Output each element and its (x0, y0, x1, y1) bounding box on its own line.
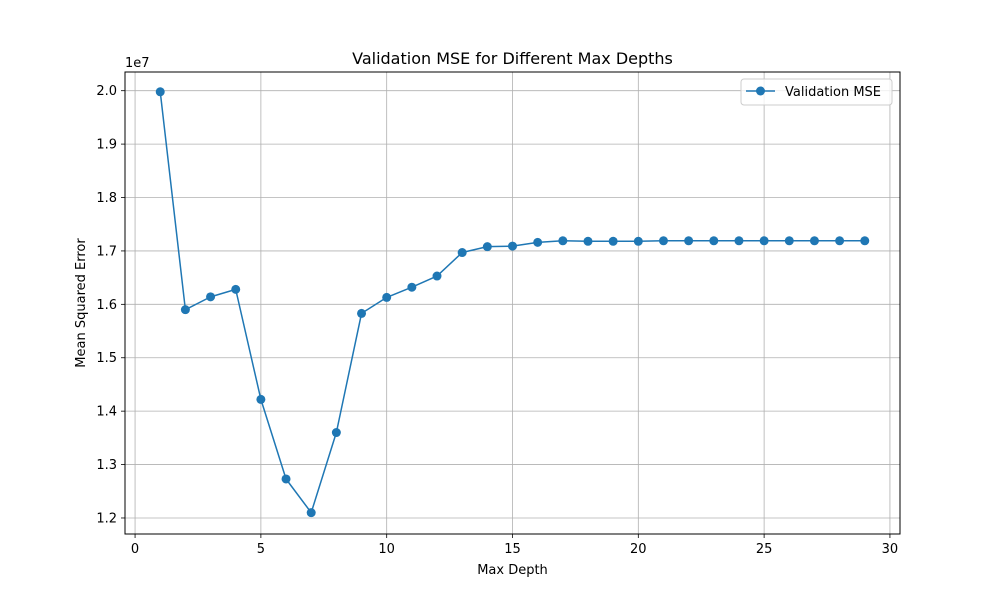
grid-lines (125, 72, 900, 534)
legend-entry-label: Validation MSE (785, 85, 881, 100)
y-tick-label: 1.8 (96, 191, 117, 206)
y-axis-ticks: 1.2 1.3 1.4 1.5 1.6 1.7 1.8 1.9 2.0 (96, 84, 125, 526)
data-point (256, 394, 266, 404)
data-point (784, 236, 794, 246)
data-point (583, 236, 593, 246)
data-point (382, 292, 392, 302)
x-axis-ticks: 0 5 10 15 20 25 30 (131, 534, 898, 557)
y-tick-label: 1.6 (96, 298, 117, 313)
data-point (558, 236, 568, 246)
data-point (508, 241, 517, 251)
data-point (860, 236, 870, 246)
data-point (180, 305, 190, 315)
data-point (608, 236, 618, 246)
x-tick-label: 10 (378, 542, 395, 557)
data-point (357, 308, 367, 318)
y-axis-offset-label: 1e7 (125, 56, 150, 71)
y-tick-label: 1.3 (96, 458, 117, 473)
y-tick-label: 1.2 (96, 511, 117, 526)
data-point (231, 284, 241, 294)
x-axis-label: Max Depth (477, 563, 548, 578)
data-point (331, 428, 341, 438)
x-tick-label: 15 (504, 542, 521, 557)
data-point (432, 271, 442, 281)
legend-point-marker (756, 86, 765, 96)
data-point (658, 236, 668, 246)
data-point (633, 236, 643, 246)
plot-series (155, 87, 870, 518)
x-tick-label: 30 (882, 542, 899, 557)
data-point (155, 87, 165, 97)
data-point (533, 237, 543, 247)
y-tick-label: 2.0 (96, 84, 117, 99)
data-point (206, 292, 216, 302)
data-point (306, 508, 316, 518)
data-point (457, 248, 467, 258)
data-point (835, 236, 845, 246)
data-point (809, 236, 819, 246)
x-tick-label: 25 (756, 542, 773, 557)
data-point (281, 474, 291, 484)
data-point (709, 236, 719, 246)
y-axis-label: Mean Squared Error (74, 238, 89, 368)
data-point (734, 236, 744, 246)
data-point (407, 282, 417, 292)
x-tick-label: 20 (630, 542, 647, 557)
y-tick-label: 1.7 (96, 244, 117, 259)
y-tick-label: 1.5 (96, 351, 117, 366)
chart-title: Validation MSE for Different Max Depths (352, 49, 673, 68)
data-point (684, 236, 694, 246)
legend: Validation MSE (740, 78, 893, 106)
y-tick-label: 1.9 (96, 138, 117, 153)
data-point (482, 242, 492, 252)
x-tick-label: 0 (131, 542, 139, 557)
x-tick-label: 5 (257, 542, 265, 557)
y-tick-label: 1.4 (96, 405, 117, 420)
legend-box (740, 78, 893, 106)
data-point (759, 236, 769, 246)
